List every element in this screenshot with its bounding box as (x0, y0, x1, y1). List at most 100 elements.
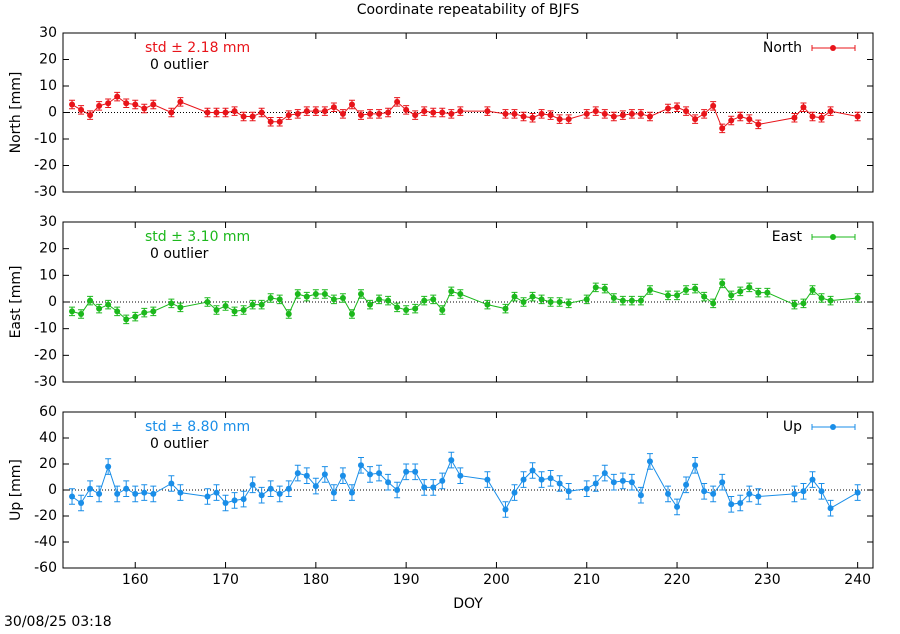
data-point (547, 112, 554, 119)
x-tick-label: 180 (302, 572, 329, 588)
data-point (348, 101, 355, 108)
data-point (294, 470, 301, 477)
data-point (123, 485, 130, 492)
data-point (114, 308, 121, 315)
data-point (520, 299, 527, 305)
annotation: std ± 8.80 mm (145, 419, 250, 435)
data-point (258, 492, 265, 499)
y-tick-label: -30 (34, 184, 57, 200)
data-point (348, 489, 355, 496)
plot-frame (62, 411, 874, 569)
data-point (701, 110, 708, 117)
data-point (484, 301, 491, 308)
data-point (394, 304, 401, 311)
x-tick-label: 170 (212, 572, 239, 588)
data-point (809, 113, 816, 120)
data-point (330, 104, 337, 111)
data-point (565, 116, 572, 123)
y-tick-label: 0 (48, 482, 57, 498)
data-point (737, 500, 744, 506)
y-tick-label: -30 (34, 374, 57, 390)
data-point (619, 477, 626, 484)
x-tick-label: 220 (664, 572, 691, 588)
data-point (701, 293, 708, 300)
plot-frame (62, 221, 874, 383)
data-point (800, 104, 807, 111)
data-point (457, 472, 464, 479)
data-point (222, 303, 229, 309)
data-point (809, 287, 816, 293)
data-point (240, 113, 247, 120)
data-point (114, 490, 121, 497)
data-point (592, 284, 599, 291)
data-point (737, 113, 744, 120)
annotation: 0 outlier (150, 436, 209, 452)
data-point (249, 113, 256, 120)
data-point (547, 475, 554, 482)
data-point (755, 289, 762, 296)
y-tick-label: 20 (39, 456, 57, 472)
y-tick-label: -60 (34, 560, 57, 576)
data-point (628, 110, 635, 117)
data-point (240, 496, 247, 503)
annotation: 0 outlier (150, 57, 209, 73)
data-point (339, 110, 346, 117)
data-point (105, 301, 112, 308)
data-point (529, 114, 536, 121)
data-point (502, 506, 509, 513)
data-point (339, 295, 346, 301)
data-point (448, 110, 455, 117)
data-point (403, 307, 410, 313)
data-point (213, 109, 220, 116)
data-point (394, 487, 401, 493)
data-point (538, 110, 545, 117)
data-point (412, 468, 419, 475)
data-point (809, 476, 816, 483)
annotation: std ± 2.18 mm (145, 40, 250, 56)
data-point (692, 285, 699, 292)
data-point (231, 497, 238, 504)
data-point (421, 297, 428, 304)
data-point (141, 105, 148, 112)
y-axis-label: Up [mm] (8, 459, 24, 521)
data-point (601, 285, 608, 292)
data-point (746, 284, 753, 291)
data-point (818, 295, 825, 301)
data-point (222, 109, 229, 116)
data-point (728, 117, 735, 124)
data-point (683, 287, 690, 293)
data-point (565, 300, 572, 307)
data-point (646, 458, 653, 465)
data-point (96, 490, 103, 497)
x-tick-label: 230 (754, 572, 781, 588)
data-point (177, 304, 184, 311)
y-tick-label: -20 (34, 347, 57, 363)
data-point (213, 307, 220, 313)
data-point (719, 125, 726, 132)
data-point (240, 307, 247, 313)
data-point (412, 305, 419, 312)
data-point (258, 109, 265, 116)
y-tick-label: -20 (34, 508, 57, 524)
y-tick-label: 20 (39, 52, 57, 68)
data-point (285, 112, 292, 119)
y-tick-label: 60 (39, 404, 57, 420)
data-point (367, 301, 374, 308)
data-point (339, 472, 346, 479)
data-point (231, 108, 238, 115)
data-point (141, 309, 148, 316)
legend-label: Up (783, 419, 802, 435)
data-point (592, 108, 599, 115)
y-tick-label: -10 (34, 321, 57, 337)
data-point (285, 485, 292, 492)
y-tick-label: 0 (48, 294, 57, 310)
annotation: std ± 3.10 mm (145, 229, 250, 245)
x-tick-label: 160 (122, 572, 149, 588)
x-tick-label: 210 (573, 572, 600, 588)
data-point (204, 493, 211, 500)
data-point (294, 291, 301, 297)
data-point (267, 118, 274, 125)
data-point (646, 287, 653, 293)
